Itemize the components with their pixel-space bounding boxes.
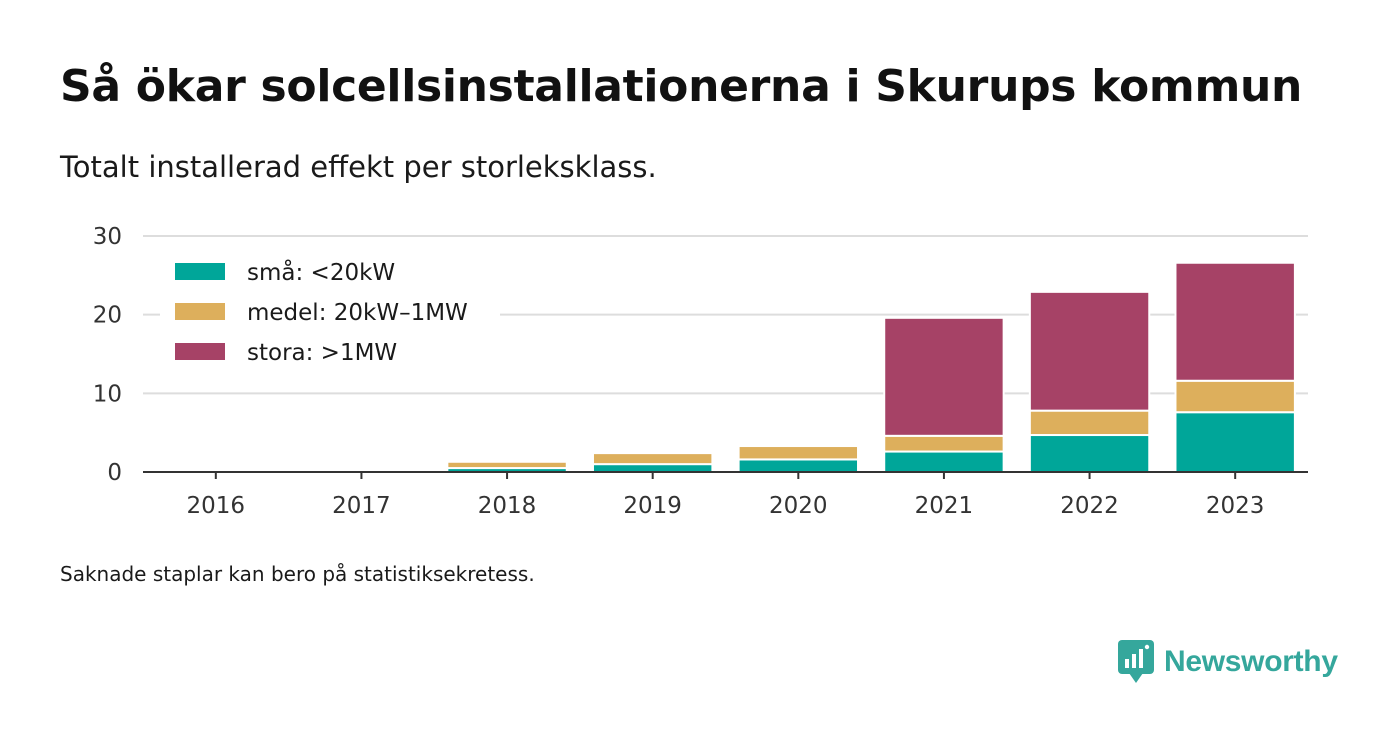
- x-tick-label: 2016: [187, 493, 246, 519]
- bar-2023-series-2: [1174, 261, 1296, 382]
- x-tick-label: 2021: [915, 493, 974, 519]
- brand-logo[interactable]: Newsworthy: [1118, 640, 1338, 684]
- x-axis-ticks: 2016 2017 2018 2019 2020 2021 2022 2023: [187, 472, 1265, 519]
- x-tick-label: 2020: [769, 493, 828, 519]
- bar-2019-series-0: [591, 463, 714, 473]
- x-tick-label: 2017: [332, 493, 391, 519]
- bar-2022-series-1: [1028, 409, 1151, 437]
- bar-2023-series-0: [1174, 411, 1296, 474]
- newsworthy-chart-bubble-icon: [1118, 640, 1154, 683]
- legend-swatch: [175, 343, 225, 360]
- y-tick-label: 10: [93, 381, 122, 407]
- bar-2021-series-0: [883, 450, 1005, 473]
- legend-swatch: [175, 263, 225, 280]
- bar-2021-series-1: [883, 434, 1005, 453]
- stacked-bar-chart: 0 10 20 30 2016 2017 2018 2019 2020 2021 2022 2023…: [93, 224, 1308, 519]
- brand-name: Newsworthy: [1164, 645, 1338, 678]
- bar-2023-series-1: [1174, 379, 1296, 414]
- x-tick-label: 2018: [478, 493, 537, 519]
- legend-swatch: [175, 303, 225, 320]
- y-tick-label: 20: [93, 303, 122, 329]
- bar-2018-series-1: [446, 460, 568, 470]
- y-tick-label: 30: [93, 224, 122, 250]
- y-axis-ticks: 0 10 20 30: [93, 224, 122, 486]
- legend-label: små: <20kW: [247, 258, 395, 286]
- bar-2022-series-0: [1028, 434, 1151, 474]
- x-tick-label: 2019: [623, 493, 682, 519]
- legend: små: <20kW medel: 20kW–1MW stora: >1MW: [160, 248, 500, 376]
- bars: [155, 261, 1296, 474]
- legend-label: stora: >1MW: [247, 340, 397, 366]
- bar-2020-series-0: [737, 458, 860, 473]
- legend-label: medel: 20kW–1MW: [247, 300, 468, 326]
- x-tick-label: 2023: [1206, 493, 1265, 519]
- chart-subtitle: Totalt installerad effekt per storlekskl…: [60, 150, 657, 184]
- chart-title: Så ökar solcellsinstallationerna i Skuru…: [60, 61, 1303, 112]
- y-tick-label: 0: [107, 460, 122, 486]
- bar-2020-series-1: [737, 445, 860, 461]
- footnote: Saknade staplar kan bero på statistiksek…: [60, 562, 535, 586]
- bar-2019-series-1: [591, 452, 714, 466]
- bar-2022-series-2: [1028, 290, 1151, 412]
- bar-2021-series-2: [883, 316, 1005, 437]
- x-tick-label: 2022: [1060, 493, 1119, 519]
